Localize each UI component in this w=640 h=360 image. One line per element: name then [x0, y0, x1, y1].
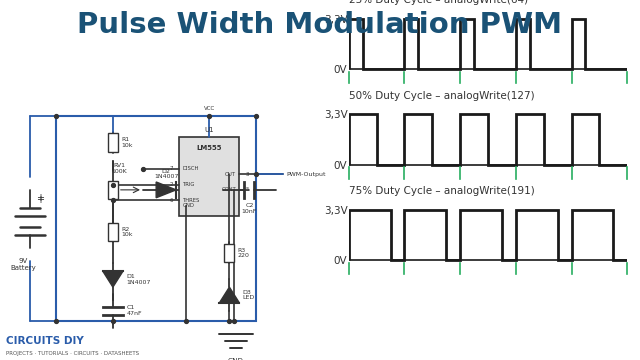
- Text: THRES: THRES: [183, 198, 200, 203]
- Text: 9V
Battery: 9V Battery: [10, 258, 36, 271]
- Text: 25% Duty Cycle – analogWrite(64): 25% Duty Cycle – analogWrite(64): [349, 0, 528, 5]
- Text: U1: U1: [205, 127, 214, 133]
- Text: 6: 6: [170, 198, 173, 203]
- Text: 5: 5: [246, 187, 250, 192]
- Bar: [108, 181, 118, 199]
- Text: DISCH: DISCH: [183, 166, 199, 171]
- Text: C1
47nF: C1 47nF: [126, 305, 142, 316]
- Text: CIRCUITS DIY: CIRCUITS DIY: [6, 336, 84, 346]
- Text: GND: GND: [228, 358, 244, 360]
- Text: +: +: [36, 195, 44, 205]
- Text: +: +: [36, 193, 44, 203]
- Text: VCC: VCC: [204, 106, 215, 111]
- Text: D1
1N4007: D1 1N4007: [126, 274, 150, 285]
- Polygon shape: [103, 271, 123, 287]
- Text: R1
10k: R1 10k: [121, 137, 132, 148]
- Text: OUT: OUT: [225, 172, 236, 177]
- Text: 3: 3: [246, 172, 250, 177]
- Text: PWM-Output: PWM-Output: [286, 172, 326, 177]
- Text: C2
10nF: C2 10nF: [242, 203, 257, 214]
- Text: 2: 2: [170, 182, 173, 187]
- Text: Pulse Width Modulation PWM: Pulse Width Modulation PWM: [77, 11, 563, 39]
- Text: D3
LED: D3 LED: [243, 289, 255, 300]
- Bar: [56, 116, 256, 321]
- Text: 75% Duty Cycle – analogWrite(191): 75% Duty Cycle – analogWrite(191): [349, 186, 534, 196]
- Polygon shape: [220, 287, 239, 303]
- Text: 7: 7: [170, 166, 173, 171]
- Bar: [179, 137, 239, 216]
- Text: D2
1N4007: D2 1N4007: [154, 168, 179, 179]
- Bar: [225, 244, 234, 262]
- Text: LM555: LM555: [196, 145, 222, 152]
- Text: GND: GND: [183, 203, 195, 208]
- Text: 50% Duty Cycle – analogWrite(127): 50% Duty Cycle – analogWrite(127): [349, 91, 534, 101]
- Text: CONT: CONT: [221, 187, 236, 192]
- Text: RV1
100K: RV1 100K: [111, 163, 127, 174]
- Polygon shape: [156, 182, 176, 198]
- Text: PROJECTS · TUTORIALS · CIRCUITS · DATASHEETS: PROJECTS · TUTORIALS · CIRCUITS · DATASH…: [6, 351, 140, 356]
- Bar: [108, 133, 118, 152]
- Text: R3
220: R3 220: [237, 248, 250, 258]
- Text: TRIG: TRIG: [183, 182, 195, 187]
- Text: R2
10k: R2 10k: [121, 226, 132, 237]
- Bar: [108, 223, 118, 241]
